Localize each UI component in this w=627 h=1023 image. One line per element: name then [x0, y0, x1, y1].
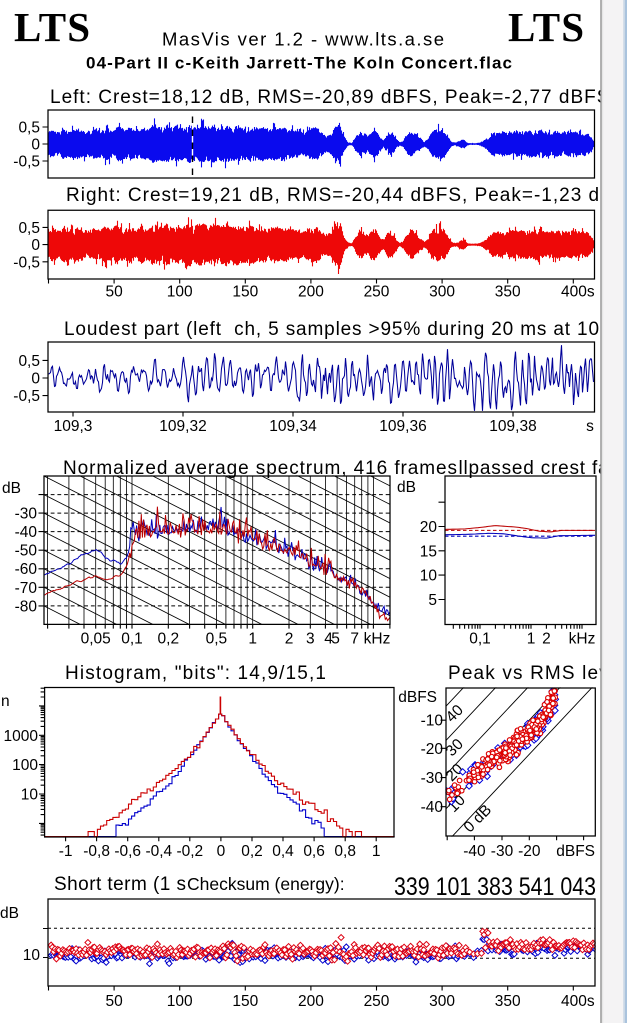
svg-text:109,34: 109,34 — [269, 418, 317, 435]
svg-text:3: 3 — [306, 631, 315, 648]
svg-text:10: 10 — [23, 947, 41, 964]
svg-text:15: 15 — [420, 543, 437, 560]
svg-text:dB: dB — [397, 479, 416, 496]
svg-text:dB: dB — [0, 905, 19, 922]
svg-text:n: n — [1, 693, 10, 710]
svg-text:10: 10 — [420, 568, 438, 585]
svg-text:LTS: LTS — [14, 4, 90, 50]
svg-text:300: 300 — [429, 284, 455, 301]
svg-text:100: 100 — [12, 757, 38, 774]
svg-text:50: 50 — [105, 993, 123, 1010]
svg-text:0: 0 — [31, 371, 40, 388]
svg-text:-0,2: -0,2 — [176, 843, 203, 860]
svg-text:0,2: 0,2 — [158, 631, 180, 648]
svg-text:-0,6: -0,6 — [114, 843, 141, 860]
svg-text:-20: -20 — [518, 843, 541, 860]
svg-text:-0,8: -0,8 — [83, 843, 110, 860]
svg-text:0: 0 — [31, 237, 40, 254]
svg-text:0: 0 — [31, 137, 40, 154]
svg-text:-1: -1 — [59, 843, 73, 860]
svg-text:-60: -60 — [15, 561, 38, 578]
svg-text:0,5: 0,5 — [18, 120, 40, 137]
svg-text:50: 50 — [105, 284, 123, 301]
svg-text:109,32: 109,32 — [159, 418, 206, 435]
svg-text:109,3: 109,3 — [54, 418, 93, 435]
svg-text:10: 10 — [21, 787, 39, 804]
svg-text:2: 2 — [285, 631, 294, 648]
svg-text:7: 7 — [350, 631, 359, 648]
svg-text:-50: -50 — [15, 543, 38, 560]
svg-text:0,5: 0,5 — [18, 353, 40, 370]
svg-text:0: 0 — [217, 843, 226, 860]
svg-text:350: 350 — [495, 284, 521, 301]
svg-text:5: 5 — [428, 592, 437, 609]
svg-text:dB: dB — [2, 480, 21, 497]
svg-text:2: 2 — [542, 631, 551, 648]
svg-text:200: 200 — [298, 993, 324, 1010]
svg-text:kHz: kHz — [569, 631, 596, 648]
svg-text:109,36: 109,36 — [379, 418, 426, 435]
svg-text:0,5: 0,5 — [18, 220, 40, 237]
svg-text:4: 4 — [324, 631, 333, 648]
svg-text:-30: -30 — [15, 506, 38, 523]
svg-text:-0,5: -0,5 — [13, 388, 40, 405]
svg-text:109,38: 109,38 — [489, 418, 536, 435]
svg-text:Short term (1 s: Short term (1 s — [54, 874, 186, 895]
svg-text:04-Part II c-Keith Jarrett-The: 04-Part II c-Keith Jarrett-The Koln Conc… — [86, 54, 512, 73]
svg-text:-10: -10 — [421, 713, 444, 730]
svg-text:250: 250 — [364, 993, 390, 1010]
svg-text:-0,5: -0,5 — [13, 154, 40, 171]
svg-text:0,2: 0,2 — [241, 843, 263, 860]
svg-text:-30: -30 — [491, 843, 514, 860]
svg-text:dBFS: dBFS — [556, 843, 595, 860]
svg-text:1: 1 — [372, 843, 381, 860]
svg-text:0,1: 0,1 — [469, 631, 491, 648]
svg-text:-0,4: -0,4 — [145, 843, 172, 860]
svg-text:Peak vs RMS level: Peak vs RMS level — [448, 663, 627, 684]
svg-text:100: 100 — [167, 284, 193, 301]
svg-text:-40: -40 — [421, 799, 444, 816]
svg-text:Left: Crest=18,12 dB, RMS=-20,: Left: Crest=18,12 dB, RMS=-20,89 dBFS, P… — [50, 87, 610, 108]
svg-text:1000: 1000 — [4, 728, 39, 745]
svg-text:0,5: 0,5 — [206, 631, 228, 648]
svg-text:Histogram, "bits": 14,9/15,1: Histogram, "bits": 14,9/15,1 — [65, 663, 326, 684]
svg-text:0,4: 0,4 — [272, 843, 294, 860]
svg-text:Right: Crest=19,21 dB, RMS=-20: Right: Crest=19,21 dB, RMS=-20,44 dBFS, … — [66, 185, 627, 206]
svg-text:-30: -30 — [421, 770, 444, 787]
svg-text:Loudest part (left ch, 5 samp: Loudest part (left ch, 5 samples >95% du… — [64, 319, 627, 340]
svg-text:-20: -20 — [421, 741, 444, 758]
svg-text:200: 200 — [298, 284, 324, 301]
svg-text:250: 250 — [364, 284, 390, 301]
svg-text:100: 100 — [167, 993, 193, 1010]
svg-text:0,8: 0,8 — [334, 843, 356, 860]
svg-text:0,1: 0,1 — [121, 631, 143, 648]
svg-text:1: 1 — [248, 631, 257, 648]
svg-text:400s: 400s — [561, 284, 595, 301]
svg-text:150: 150 — [232, 284, 258, 301]
svg-text:350: 350 — [495, 993, 521, 1010]
svg-text:150: 150 — [232, 993, 258, 1010]
svg-text:llpassed crest factor: llpassed crest factor — [459, 458, 627, 479]
svg-text:LTS: LTS — [508, 4, 584, 50]
svg-text:400s: 400s — [561, 993, 595, 1010]
svg-text:dBFS: dBFS — [398, 689, 437, 706]
svg-text:s: s — [586, 418, 594, 435]
svg-text:Normalized average spectrum, 4: Normalized average spectrum, 416 frames — [63, 458, 457, 479]
svg-text:0,6: 0,6 — [303, 843, 325, 860]
svg-text:-70: -70 — [15, 580, 38, 597]
svg-text:1: 1 — [527, 631, 536, 648]
svg-text:Checksum (energy):: Checksum (energy): — [187, 874, 345, 894]
svg-text:300: 300 — [429, 993, 455, 1010]
svg-text:0,05: 0,05 — [81, 631, 111, 648]
svg-text:-40: -40 — [15, 524, 38, 541]
svg-text:339 101 383 541 043: 339 101 383 541 043 — [394, 873, 596, 901]
svg-text:kHz: kHz — [364, 631, 391, 648]
svg-text:5: 5 — [331, 631, 340, 648]
svg-text:-40: -40 — [463, 843, 486, 860]
svg-text:-0,5: -0,5 — [13, 254, 40, 271]
svg-text:20: 20 — [420, 519, 438, 536]
svg-text:-80: -80 — [15, 598, 38, 615]
